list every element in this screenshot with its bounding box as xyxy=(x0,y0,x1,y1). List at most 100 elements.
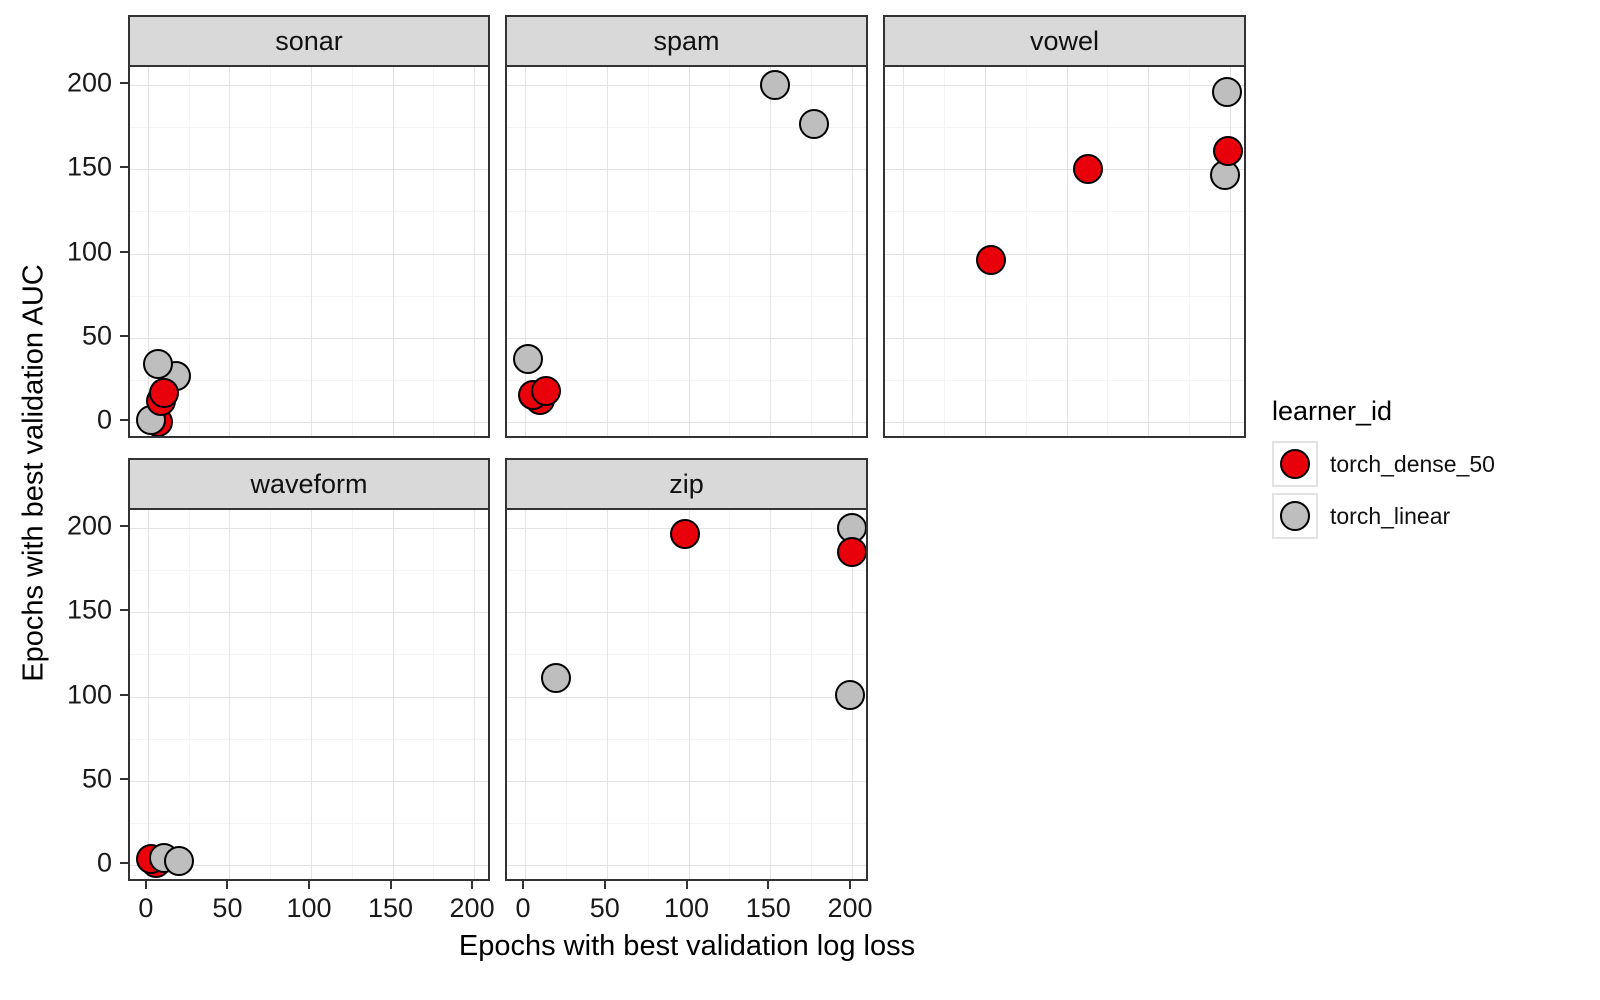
minor-gridline xyxy=(130,211,488,213)
major-gridline xyxy=(130,864,488,866)
data-point-torch_dense_50 xyxy=(1072,154,1103,185)
y-tick-mark xyxy=(120,418,128,421)
y-tick-mark xyxy=(120,609,128,612)
major-gridline xyxy=(1230,67,1231,436)
facet-strip-vowel: vowel xyxy=(883,15,1246,65)
major-gridline xyxy=(507,864,866,866)
minor-gridline xyxy=(507,379,866,381)
minor-gridline xyxy=(270,510,272,879)
minor-gridline xyxy=(647,510,649,879)
major-gridline xyxy=(130,528,488,530)
y-tick-label: 50 xyxy=(81,320,112,350)
major-gridline xyxy=(885,169,1244,171)
facet-strip-waveform: waveform xyxy=(128,458,490,508)
data-point-torch_dense_50 xyxy=(976,245,1007,276)
major-gridline xyxy=(1148,67,1150,436)
major-gridline xyxy=(507,169,866,171)
x-tick-mark xyxy=(603,881,606,889)
major-gridline xyxy=(507,780,866,782)
legend-entries: torch_dense_50 torch_linear xyxy=(1272,441,1495,539)
facet-panel-spam xyxy=(505,65,868,438)
major-gridline xyxy=(507,421,866,423)
facet-title: zip xyxy=(669,468,704,499)
minor-gridline xyxy=(1025,67,1027,436)
x-tick-mark xyxy=(389,881,392,889)
x-tick-label: 200 xyxy=(827,893,873,923)
data-point-torch_linear xyxy=(799,109,830,140)
facet-title: vowel xyxy=(1029,25,1100,56)
major-gridline xyxy=(311,67,312,436)
major-gridline xyxy=(130,337,488,339)
x-tick-mark xyxy=(308,881,310,889)
minor-gridline xyxy=(270,67,272,436)
major-gridline xyxy=(524,510,526,879)
x-tick-mark xyxy=(685,881,688,889)
y-tick-label: 150 xyxy=(66,151,112,182)
data-point-torch_linear xyxy=(541,663,572,694)
major-gridline xyxy=(885,421,1244,423)
major-gridline xyxy=(606,67,608,436)
data-point-torch_linear xyxy=(513,344,544,375)
x-tick-mark xyxy=(849,881,851,889)
y-tick-label: 200 xyxy=(66,510,112,541)
legend-entry-label: torch_linear xyxy=(1330,502,1451,529)
minor-gridline xyxy=(130,654,488,656)
major-gridline xyxy=(885,85,1244,87)
minor-gridline xyxy=(130,379,488,381)
minor-gridline xyxy=(507,211,866,213)
major-gridline xyxy=(130,780,488,782)
y-tick-label: 0 xyxy=(96,404,112,435)
minor-gridline xyxy=(130,738,488,740)
facet-title: sonar xyxy=(275,25,343,56)
minor-gridline xyxy=(507,738,866,740)
minor-gridline xyxy=(188,67,190,436)
major-gridline xyxy=(130,421,488,423)
x-tick-label: 50 xyxy=(589,893,620,923)
major-gridline xyxy=(507,612,866,614)
y-axis-title: Epochs with best validation AUC xyxy=(17,264,50,682)
minor-gridline xyxy=(647,67,649,436)
minor-gridline xyxy=(885,127,1244,129)
data-point-torch_dense_50 xyxy=(149,377,180,408)
major-gridline xyxy=(147,67,149,436)
y-tick-mark xyxy=(120,777,128,780)
minor-gridline xyxy=(351,67,353,436)
y-tick-label: 100 xyxy=(66,236,112,266)
minor-gridline xyxy=(433,67,435,436)
legend-entry-label: torch_dense_50 xyxy=(1330,450,1495,477)
facet-panel-vowel xyxy=(883,65,1246,438)
minor-gridline xyxy=(885,211,1244,213)
x-tick-mark xyxy=(767,881,770,889)
minor-gridline xyxy=(130,295,488,297)
minor-gridline xyxy=(943,67,945,436)
data-point-torch_linear xyxy=(835,679,866,710)
minor-gridline xyxy=(811,510,813,879)
x-tick-mark xyxy=(471,881,474,889)
minor-gridline xyxy=(565,510,567,879)
facet-title: waveform xyxy=(250,468,368,499)
major-gridline xyxy=(392,67,394,436)
major-gridline xyxy=(606,510,608,879)
x-tick-label: 200 xyxy=(449,893,495,923)
y-tick-mark xyxy=(120,334,128,337)
major-gridline xyxy=(130,696,488,698)
legend-entry-torch_linear: torch_linear xyxy=(1272,493,1495,539)
legend-key xyxy=(1272,493,1318,539)
major-gridline xyxy=(688,67,690,436)
data-point-torch_linear xyxy=(1211,77,1242,108)
major-gridline xyxy=(474,67,476,436)
y-tick-mark xyxy=(120,525,128,528)
facet-panel-zip xyxy=(505,508,868,881)
minor-gridline xyxy=(130,570,488,572)
minor-gridline xyxy=(507,295,866,297)
major-gridline xyxy=(392,510,394,879)
minor-gridline xyxy=(507,654,866,656)
y-tick-mark xyxy=(120,250,128,253)
minor-gridline xyxy=(885,295,1244,297)
minor-gridline xyxy=(130,822,488,824)
legend-swatch-torch_dense_50 xyxy=(1280,449,1310,479)
data-point-torch_linear xyxy=(760,70,791,101)
major-gridline xyxy=(885,253,1244,255)
major-gridline xyxy=(507,253,866,255)
